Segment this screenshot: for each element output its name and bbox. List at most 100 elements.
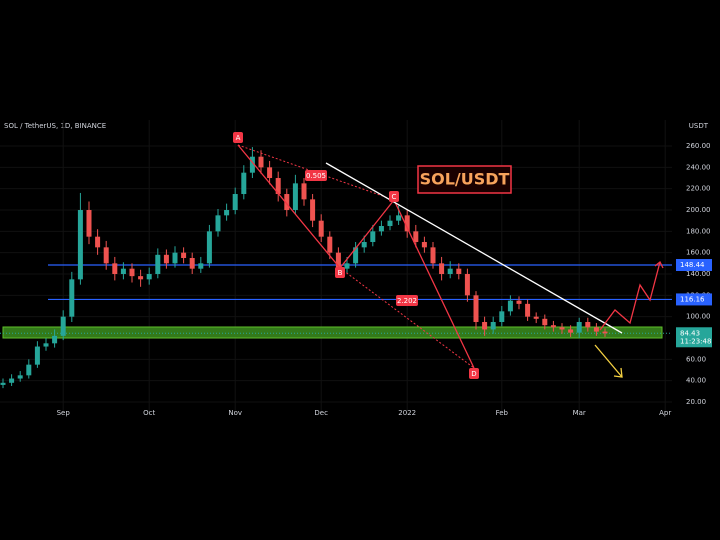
trendline [325,162,623,334]
y-tick-label: 160.00 [686,249,711,257]
candle-body [17,375,23,379]
y-tick-label: 140.00 [686,270,711,278]
candle-body [69,279,75,317]
candle-body [542,318,548,326]
candle-body [77,210,83,280]
candle-body [525,303,531,317]
projection-path [599,261,661,331]
candle-body [490,321,496,330]
candle-body [327,236,333,253]
candle-body [456,268,462,275]
candle-body [189,258,195,269]
candle-body [60,316,66,336]
candle-body [172,252,178,264]
candle-body [0,382,6,385]
support-zone [2,326,663,339]
ratio-line [237,144,395,201]
candle-body [163,254,169,264]
candle-body [249,156,255,173]
candle-body [378,226,384,232]
candle-body [361,242,367,248]
candle-body [585,321,591,328]
candle-body [353,247,359,264]
candle-body [86,210,92,237]
candle-body [129,268,135,277]
candle-body [593,327,599,332]
candle-body [198,263,204,269]
price-label: 116.16 [680,295,705,303]
candle-body [568,329,574,333]
candle-body [181,252,187,259]
price-label-box [676,259,712,272]
candle-body [138,276,144,280]
candle-body [241,172,247,195]
y-tick-label: 40.00 [686,377,706,385]
y-tick-label: 220.00 [686,185,711,193]
harmonic-legs [237,144,475,369]
candle-body [310,199,316,221]
price-label: 84.43 [680,329,700,337]
annotation-box [417,165,512,194]
candle-body [473,295,479,322]
x-tick-label: Dec [314,409,328,417]
point-label-box [469,368,479,379]
candle-body [387,220,393,227]
candle-body [344,263,350,269]
chart-title: SOL / TetherUS, 1D, BINANCE [4,122,106,130]
candle-body [43,343,49,347]
candle-body [146,274,152,280]
candle-body [258,156,264,168]
ratio-label-box [396,295,418,306]
point-label-box [233,132,243,143]
candle-body [215,215,221,232]
axis-layer: 20.0040.0060.00100.00120.00140.00160.001… [57,142,712,417]
candle-body [404,215,410,232]
candle-body [120,268,126,275]
point-label: C [392,193,397,201]
y-tick-label: 60.00 [686,355,706,363]
price-label-box [676,293,712,306]
candle-body [396,215,402,221]
x-tick-label: 2022 [398,409,416,417]
candle-body [533,316,539,319]
candle-body [232,194,238,211]
y-tick-label: 100.00 [686,313,711,321]
x-tick-label: Feb [496,409,509,417]
candle-body [155,254,161,275]
candle-body [26,364,32,376]
candle-body [224,210,230,216]
candles-layer [0,147,608,389]
candle-body [439,263,445,275]
x-tick-label: Nov [228,409,242,417]
arrow-head [613,367,623,378]
x-tick-label: Oct [143,409,155,417]
point-label-box [389,191,399,202]
point-label: B [338,269,343,277]
candle-body [52,335,58,344]
candle-body [602,331,608,334]
y-axis-label: USDT [689,122,709,130]
y-tick-label: 200.00 [686,206,711,214]
candle-body [421,242,427,248]
candle-body [335,252,341,269]
point-label-box [335,267,345,278]
x-tick-label: Mar [573,409,586,417]
countdown: 11:23:48 [680,337,711,345]
y-tick-label: 20.00 [686,398,706,406]
ratio-label: 0.505 [306,172,326,180]
candle-body [95,236,101,248]
down-arrow [594,344,623,378]
pattern: A B C D 0.505 2.202 SOL/USDT [233,132,664,379]
annotation: SOL/USDT [420,170,510,189]
candle-body [292,183,298,211]
candle-body [284,194,290,211]
candle-body [206,231,212,264]
candle-body [318,220,324,237]
candle-body [413,231,419,243]
candle-body [576,321,582,333]
candle-body [430,247,436,264]
y-tick-label: 180.00 [686,227,711,235]
candle-body [447,268,453,275]
